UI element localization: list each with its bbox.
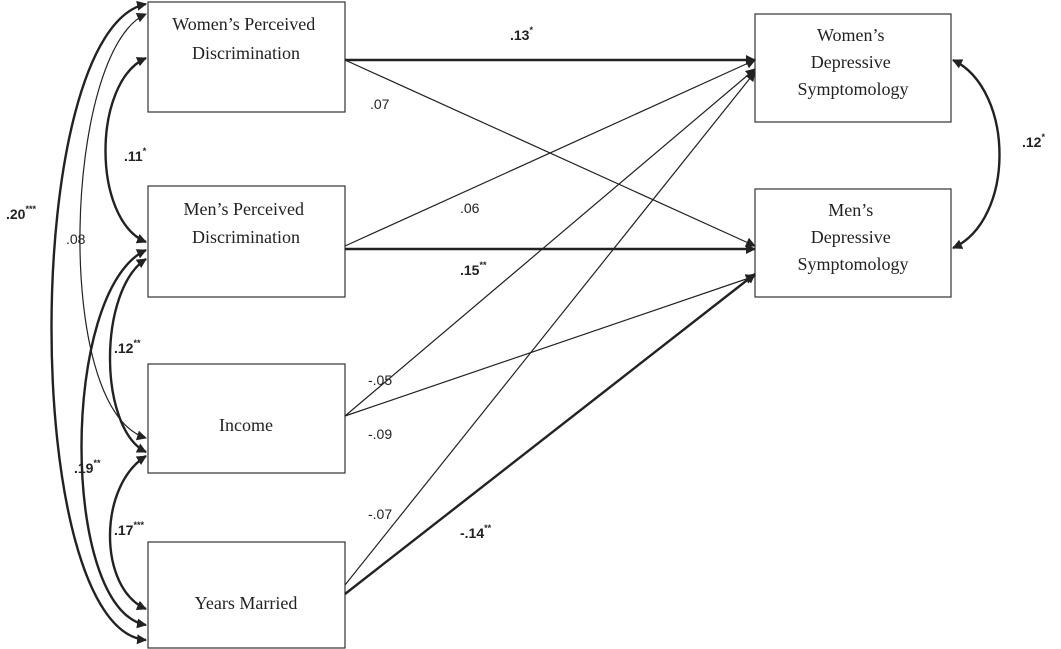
path-income-to-women-dep [344, 68, 756, 417]
cov-men-disc-income: .12** [114, 338, 141, 356]
path-income-to-men-dep [344, 274, 756, 417]
coef-men-disc-to-women-dep: .06 [460, 200, 480, 216]
node-label: Men’s Perceived Discrimination [184, 199, 309, 247]
coef-income-to-men-dep: -.05 [368, 372, 392, 388]
cov-women-disc-income: .08 [66, 231, 86, 247]
node-label: Income [219, 415, 273, 435]
coef-men-disc-to-men-dep: .15** [460, 260, 487, 278]
cov-men-disc-years: .19** [74, 458, 101, 476]
path-years-to-men-dep [344, 273, 756, 595]
path-years-to-women-dep [344, 71, 756, 586]
node-label: Women’s Depressive Symptomology [797, 25, 908, 99]
coef-years-to-women-dep: -.07 [368, 506, 392, 522]
cov-arc-women-dep-men-dep [952, 58, 1001, 250]
cov-arc-women-disc-years [50, 0, 147, 645]
cov-arc-women-disc-men-disc [104, 56, 147, 244]
node-label: Years Married [195, 593, 298, 613]
coef-years-to-men-dep: -.14** [460, 523, 492, 541]
cov-women-dep-men-dep: .12* [1022, 132, 1045, 150]
cov-arc-income-years [108, 454, 147, 611]
path-men-disc-to-women-dep [344, 59, 756, 247]
coef-women-disc-to-men-dep: .07 [370, 96, 390, 112]
node-women-perceived-discrimination: Women’s Perceived Discrimination [147, 1, 346, 113]
node-label: Men’s Depressive Symptomology [797, 200, 908, 274]
node-years-married: Years Married [147, 541, 346, 649]
cov-arc-women-disc-income [79, 13, 147, 441]
node-men-depressive-symptomology: Men’s Depressive Symptomology [754, 188, 952, 298]
node-label: Women’s Perceived Discrimination [172, 14, 320, 63]
coef-income-to-women-dep: -.09 [368, 426, 392, 442]
cov-income-years: .17*** [114, 520, 144, 538]
cov-arc-men-disc-income [108, 257, 147, 454]
node-women-depressive-symptomology: Women’s Depressive Symptomology [754, 13, 952, 123]
cov-arc-men-disc-years [80, 248, 147, 629]
cov-women-disc-men-disc: .11* [124, 146, 147, 164]
cov-women-disc-years: .20*** [6, 204, 36, 222]
node-income: Income [147, 363, 346, 474]
coef-women-disc-to-women-dep: .13* [510, 25, 533, 43]
node-men-perceived-discrimination: Men’s Perceived Discrimination [147, 185, 346, 298]
